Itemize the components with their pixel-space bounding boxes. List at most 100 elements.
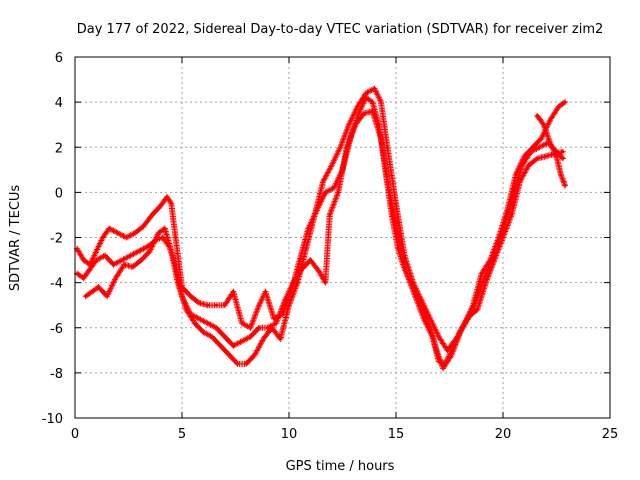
data-point: [370, 109, 374, 113]
series-markers: [74, 94, 566, 372]
data-point: [304, 247, 308, 251]
data-point: [124, 236, 128, 239]
data-point: [437, 360, 441, 364]
data-point: [169, 202, 173, 206]
y-tick-label: -8: [50, 367, 63, 382]
data-point: [355, 105, 359, 109]
data-point: [514, 172, 518, 176]
data-point: [94, 249, 98, 253]
data-point: [75, 247, 79, 251]
data-point: [272, 317, 276, 321]
data-point: [156, 231, 160, 235]
data-point: [394, 202, 398, 206]
data-point: [248, 335, 252, 339]
data-point: [174, 236, 178, 239]
data-point: [413, 294, 417, 298]
x-axis-label: GPS time / hours: [286, 459, 395, 474]
data-point: [165, 195, 169, 199]
data-point: [358, 109, 362, 113]
grid: [75, 57, 610, 418]
data-point: [347, 123, 351, 127]
data-point: [97, 285, 101, 289]
data-point: [114, 276, 118, 280]
data-point: [317, 269, 321, 273]
data-point: [370, 100, 374, 104]
y-axis-label: SDTVAR / TECUs: [8, 185, 23, 292]
data-point: [328, 213, 332, 217]
data-point: [475, 308, 479, 312]
data-point: [542, 123, 546, 127]
data-point: [522, 154, 526, 158]
data-point: [75, 272, 79, 276]
data-point: [441, 366, 445, 370]
x-tick-label: 0: [71, 427, 79, 442]
data-point: [240, 321, 244, 325]
data-point: [535, 157, 539, 161]
x-tick-label: 5: [178, 427, 186, 442]
data-point: [405, 272, 409, 276]
data-point: [270, 326, 274, 330]
data-point: [283, 299, 287, 303]
data-point: [308, 258, 312, 262]
y-tick-label: -4: [50, 277, 63, 292]
y-tick-label: 2: [55, 141, 63, 156]
data-point: [94, 258, 98, 262]
series-track-1: [74, 94, 566, 372]
axis-ticks: 0 5 10 15 20 25 -10 -8 -6 -4 -2 0 2 4 6: [42, 51, 619, 442]
data-point: [176, 281, 180, 285]
data-point: [443, 362, 447, 366]
data-point: [137, 249, 141, 253]
data-point: [323, 281, 327, 285]
data-point: [535, 114, 539, 118]
data-point: [544, 154, 548, 158]
data-series: [74, 85, 569, 372]
x-tick-label: 20: [495, 427, 512, 442]
x-tick-label: 10: [281, 427, 298, 442]
data-point: [231, 344, 235, 348]
data-point: [563, 100, 567, 104]
data-point: [430, 335, 434, 339]
data-point: [210, 335, 214, 339]
data-point: [169, 249, 173, 253]
data-point: [88, 267, 92, 271]
data-point: [548, 118, 552, 122]
data-point: [263, 290, 267, 294]
data-point: [313, 213, 317, 217]
data-point: [248, 326, 252, 330]
data-point: [557, 105, 561, 109]
data-point: [420, 299, 424, 303]
data-point: [385, 145, 389, 149]
data-point: [120, 258, 124, 262]
series-track-3: [82, 85, 569, 367]
data-point: [336, 190, 340, 194]
data-point: [223, 303, 227, 307]
data-point: [373, 87, 377, 91]
data-point: [84, 294, 88, 298]
data-point: [253, 353, 257, 357]
data-point: [129, 254, 133, 258]
data-point: [257, 303, 261, 307]
data-point: [184, 308, 188, 312]
data-point: [537, 145, 541, 149]
data-point: [561, 157, 565, 161]
data-point: [240, 339, 244, 343]
data-point: [159, 204, 163, 208]
data-point: [505, 208, 509, 212]
data-point: [214, 326, 218, 330]
chart-title: Day 177 of 2022, Sidereal Day-to-day VTE…: [77, 22, 604, 37]
data-point: [82, 258, 86, 262]
data-point: [330, 163, 334, 167]
data-point: [139, 258, 143, 262]
data-point: [231, 290, 235, 294]
data-point: [388, 190, 392, 194]
data-point: [206, 303, 210, 307]
data-point: [555, 154, 558, 158]
data-point: [362, 111, 366, 115]
data-point: [161, 236, 165, 239]
data-point: [323, 190, 327, 194]
data-point: [403, 254, 407, 258]
data-point: [223, 335, 227, 339]
data-point: [540, 136, 544, 140]
data-point: [219, 344, 223, 348]
